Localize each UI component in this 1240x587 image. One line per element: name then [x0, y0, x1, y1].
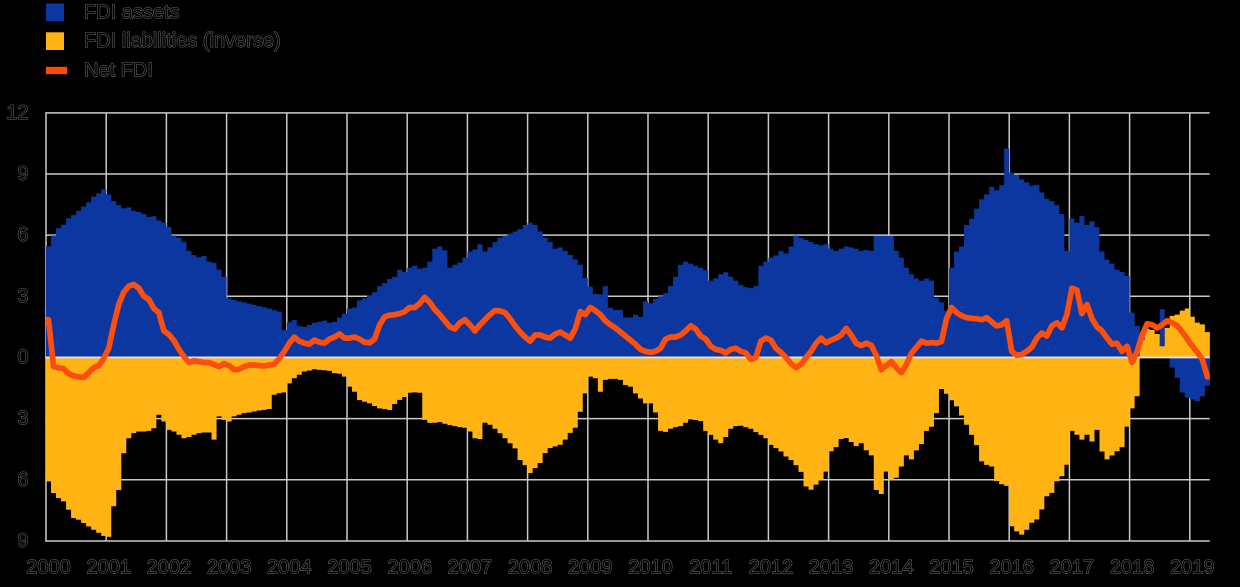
svg-text:2003: 2003	[207, 557, 252, 579]
svg-text:2019: 2019	[1170, 557, 1215, 579]
svg-text:2012: 2012	[749, 557, 794, 579]
svg-text:9: 9	[17, 163, 28, 185]
svg-text:0: 0	[17, 346, 28, 368]
svg-text:3: 3	[17, 408, 28, 430]
svg-text:FDI liabilities (inverse): FDI liabilities (inverse)	[84, 30, 281, 52]
svg-text:2004: 2004	[267, 557, 312, 579]
svg-text:6: 6	[17, 224, 28, 246]
svg-text:2005: 2005	[327, 557, 372, 579]
svg-text:2000: 2000	[26, 557, 71, 579]
svg-text:FDI assets: FDI assets	[84, 1, 180, 23]
svg-text:2009: 2009	[568, 557, 613, 579]
svg-text:6: 6	[17, 469, 28, 491]
svg-text:2015: 2015	[929, 557, 974, 579]
svg-text:9: 9	[17, 530, 28, 552]
svg-text:2016: 2016	[989, 557, 1034, 579]
svg-text:2010: 2010	[628, 557, 673, 579]
svg-text:2008: 2008	[508, 557, 553, 579]
svg-text:Net FDI: Net FDI	[84, 60, 153, 82]
svg-text:2013: 2013	[809, 557, 854, 579]
svg-text:2006: 2006	[387, 557, 432, 579]
svg-text:12: 12	[6, 102, 28, 124]
svg-text:3: 3	[17, 285, 28, 307]
svg-text:2007: 2007	[448, 557, 493, 579]
svg-text:2018: 2018	[1110, 557, 1155, 579]
svg-text:2014: 2014	[869, 557, 914, 579]
svg-text:2017: 2017	[1050, 557, 1095, 579]
svg-text:2001: 2001	[86, 557, 131, 579]
svg-text:2011: 2011	[689, 557, 732, 579]
svg-text:2002: 2002	[147, 557, 192, 579]
